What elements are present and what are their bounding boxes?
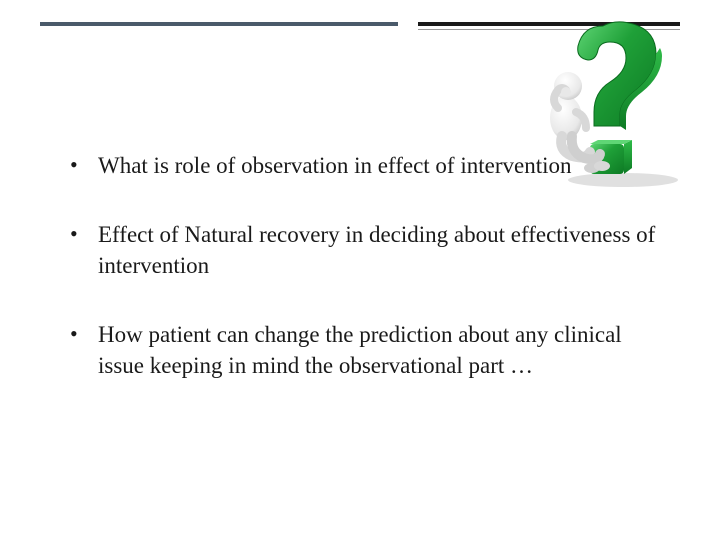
bullet-list: • What is role of observation in effect … (70, 150, 660, 419)
header-line-gap (398, 22, 417, 26)
bullet-marker: • (70, 219, 98, 281)
list-item: • What is role of observation in effect … (70, 150, 660, 181)
bullet-marker: • (70, 319, 98, 381)
header-line-left (40, 22, 398, 26)
list-item: • How patient can change the prediction … (70, 319, 660, 381)
bullet-text: What is role of observation in effect of… (98, 150, 660, 181)
bullet-text: How patient can change the prediction ab… (98, 319, 660, 381)
bullet-marker: • (70, 150, 98, 181)
bullet-text: Effect of Natural recovery in deciding a… (98, 219, 660, 281)
list-item: • Effect of Natural recovery in deciding… (70, 219, 660, 281)
